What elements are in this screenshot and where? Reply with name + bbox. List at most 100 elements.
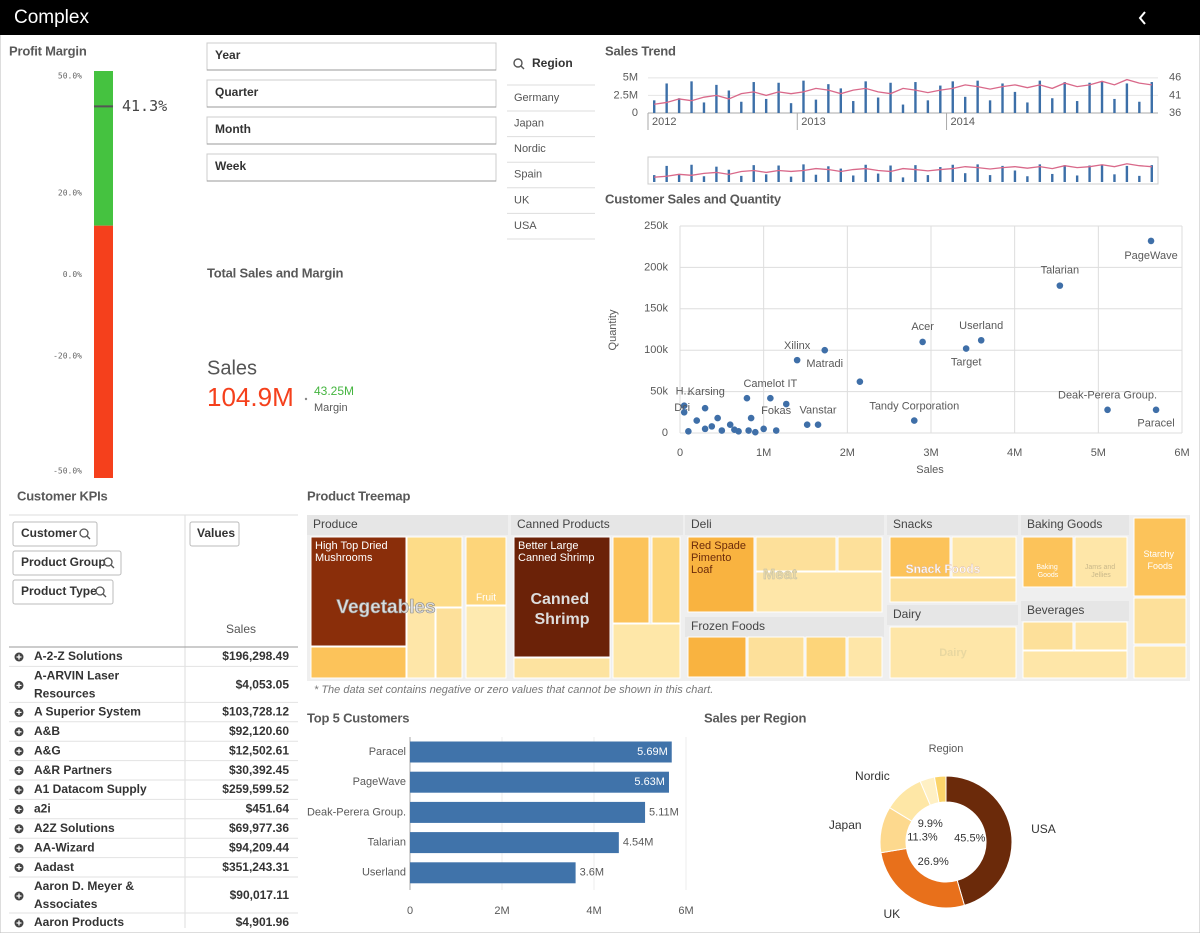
filter-label[interactable]: Quarter <box>215 85 259 99</box>
y-tick-label: 200k <box>644 261 668 273</box>
header-bar <box>0 0 1200 35</box>
x-tick-label: 1M <box>756 447 771 459</box>
treemap-tile <box>847 636 883 678</box>
expand-icon[interactable] <box>16 682 22 688</box>
point-label: Paracel <box>1137 418 1174 430</box>
filter-box[interactable] <box>206 153 497 182</box>
search-icon <box>102 593 107 598</box>
group-header <box>307 515 508 535</box>
value-label: 9.9% <box>918 818 943 830</box>
expand-icon[interactable] <box>16 865 22 871</box>
y-tick-label: 0 <box>632 107 638 119</box>
y-axis-title: Quantity <box>607 309 619 350</box>
trend-bar <box>690 164 693 182</box>
trend-bar <box>1038 164 1042 182</box>
kpi-sub-value: 43.25M <box>314 384 354 398</box>
treemap-tile <box>1074 621 1128 651</box>
y-tick-label: 20.0% <box>58 189 82 198</box>
trend-bar <box>852 175 855 182</box>
expand-icon[interactable] <box>16 787 22 793</box>
treemap-tile <box>951 536 1017 578</box>
trend-bar <box>1113 98 1116 113</box>
trend-bar <box>740 175 743 182</box>
dimension-label[interactable]: Product Type <box>21 584 97 598</box>
group-label: Deli <box>691 517 712 531</box>
trend-bar <box>653 100 656 113</box>
point <box>767 394 774 402</box>
scatter-title: Customer Sales and Quantity <box>605 191 782 206</box>
expand-icon[interactable] <box>16 748 22 754</box>
filter-box[interactable] <box>206 79 497 108</box>
region-title[interactable]: Region <box>532 56 573 70</box>
trend-bar <box>690 81 693 113</box>
trend-bar <box>939 167 942 182</box>
values-label[interactable]: Values <box>197 526 235 540</box>
filter-label[interactable]: Week <box>215 159 246 173</box>
treemap-tile <box>310 646 407 679</box>
treemap-tile <box>1133 517 1187 597</box>
y2-tick-label: 36 <box>1169 107 1181 119</box>
search-icon <box>103 557 113 567</box>
table-title: Customer KPIs <box>17 488 108 503</box>
trend-bar <box>926 100 930 113</box>
table-body: A-2-Z Solutions $196,298.49 A-ARVIN Laser … <box>9 649 298 928</box>
filter-label[interactable]: Year <box>215 48 241 62</box>
dimension-button[interactable] <box>12 550 122 576</box>
region-item[interactable]: USA <box>514 220 537 232</box>
treemap-tile <box>612 536 650 624</box>
customer-name: A Superior System <box>34 705 141 719</box>
region-item[interactable]: Spain <box>514 169 542 181</box>
expand-icon[interactable] <box>16 654 22 660</box>
region-item[interactable]: UK <box>514 194 530 206</box>
back-button[interactable] <box>1138 11 1146 25</box>
y-tick-label: 2.5M <box>614 89 638 101</box>
treemap-tile <box>310 536 407 647</box>
customer-name: A&G <box>34 743 61 757</box>
treemap-tile <box>889 536 951 578</box>
point <box>814 421 822 429</box>
filter-label[interactable]: Month <box>215 122 251 136</box>
region-item[interactable]: Nordic <box>514 143 546 155</box>
expand-icon[interactable] <box>16 806 22 812</box>
region-item[interactable]: Japan <box>514 118 544 130</box>
sales-value: $259,599.52 <box>222 782 289 796</box>
treemap-label: Baking Goods <box>1036 564 1059 579</box>
slice-label: Nordic <box>855 769 890 783</box>
treemap-title: Product Treemap <box>307 488 410 503</box>
filter-box[interactable] <box>206 42 497 71</box>
trend-bar <box>802 80 805 113</box>
point-label: Vanstar <box>800 405 837 417</box>
treemap-label: Snack Foods <box>906 562 981 576</box>
dimension-button[interactable] <box>12 521 98 547</box>
trend-bar <box>802 164 805 182</box>
bar <box>410 741 672 763</box>
expand-icon[interactable] <box>16 709 22 715</box>
slice <box>945 775 1013 906</box>
trend-bar <box>727 90 731 113</box>
trend-bar <box>752 165 755 182</box>
expand-icon[interactable] <box>16 826 22 832</box>
expand-icon[interactable] <box>16 729 22 735</box>
expand-icon[interactable] <box>16 845 22 851</box>
point <box>701 425 709 433</box>
trend-bar <box>1138 101 1141 113</box>
trend-bar <box>677 173 681 182</box>
region-item[interactable]: Germany <box>514 92 560 104</box>
expand-icon[interactable] <box>16 768 22 774</box>
y-tick-label: 100k <box>644 344 668 356</box>
trend-bar <box>827 166 830 182</box>
dimension-label[interactable]: Customer <box>21 526 77 540</box>
treemap-label: Meat <box>763 566 797 583</box>
dimension-label[interactable]: Product Group <box>21 555 106 569</box>
customer-name: AA-Wizard <box>34 840 95 854</box>
point <box>745 427 752 434</box>
values-button[interactable] <box>189 521 240 547</box>
point <box>962 345 970 352</box>
trend-bar <box>914 82 917 113</box>
search-icon <box>79 528 89 538</box>
value-label: 11.3% <box>907 831 938 843</box>
expand-icon[interactable] <box>16 920 22 926</box>
group-label: Beverages <box>1027 603 1084 617</box>
dimension-button[interactable] <box>12 579 114 605</box>
expand-icon[interactable] <box>16 893 22 899</box>
